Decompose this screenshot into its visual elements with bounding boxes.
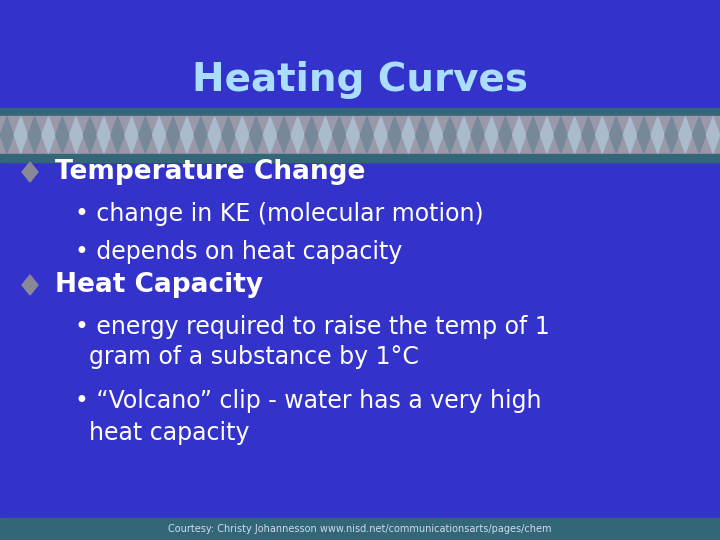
Polygon shape: [513, 117, 526, 153]
Polygon shape: [153, 117, 166, 153]
Polygon shape: [471, 117, 485, 153]
Text: • change in KE (molecular motion): • change in KE (molecular motion): [75, 202, 484, 226]
Text: Heating Curves: Heating Curves: [192, 61, 528, 99]
Polygon shape: [665, 117, 678, 153]
Polygon shape: [346, 117, 360, 153]
Polygon shape: [637, 117, 650, 153]
Text: gram of a substance by 1°C: gram of a substance by 1°C: [89, 345, 419, 369]
Polygon shape: [624, 117, 636, 153]
Polygon shape: [235, 117, 249, 153]
Polygon shape: [679, 117, 692, 153]
Polygon shape: [444, 117, 456, 153]
Polygon shape: [388, 117, 401, 153]
Polygon shape: [70, 117, 83, 153]
Polygon shape: [166, 117, 180, 153]
Polygon shape: [499, 117, 512, 153]
Polygon shape: [22, 162, 38, 182]
Polygon shape: [194, 117, 207, 153]
Polygon shape: [55, 117, 69, 153]
Text: heat capacity: heat capacity: [89, 421, 250, 445]
Polygon shape: [651, 117, 665, 153]
Polygon shape: [706, 117, 720, 153]
Polygon shape: [139, 117, 152, 153]
Bar: [0, 154, 720, 162]
Text: • energy required to raise the temp of 1: • energy required to raise the temp of 1: [75, 315, 550, 339]
Polygon shape: [14, 117, 27, 153]
Polygon shape: [526, 117, 540, 153]
Text: • “Volcano” clip - water has a very high: • “Volcano” clip - water has a very high: [75, 389, 541, 413]
Text: Temperature Change: Temperature Change: [55, 159, 365, 185]
Polygon shape: [430, 117, 443, 153]
Polygon shape: [84, 117, 96, 153]
Polygon shape: [582, 117, 595, 153]
Bar: [0, 518, 720, 540]
Polygon shape: [97, 117, 110, 153]
Polygon shape: [540, 117, 554, 153]
Polygon shape: [402, 117, 415, 153]
Polygon shape: [264, 117, 276, 153]
Polygon shape: [250, 117, 263, 153]
Bar: [0, 116, 720, 154]
Polygon shape: [125, 117, 138, 153]
Polygon shape: [291, 117, 305, 153]
Polygon shape: [554, 117, 567, 153]
Polygon shape: [693, 117, 706, 153]
Polygon shape: [595, 117, 609, 153]
Polygon shape: [28, 117, 41, 153]
Polygon shape: [111, 117, 125, 153]
Polygon shape: [457, 117, 470, 153]
Polygon shape: [374, 117, 387, 153]
Polygon shape: [42, 117, 55, 153]
Text: • depends on heat capacity: • depends on heat capacity: [75, 240, 402, 264]
Polygon shape: [333, 117, 346, 153]
Text: Heat Capacity: Heat Capacity: [55, 272, 263, 298]
Polygon shape: [180, 117, 194, 153]
Polygon shape: [360, 117, 374, 153]
Polygon shape: [222, 117, 235, 153]
Polygon shape: [22, 275, 38, 295]
Polygon shape: [277, 117, 290, 153]
Polygon shape: [0, 117, 14, 153]
Bar: [0, 108, 720, 116]
Polygon shape: [485, 117, 498, 153]
Polygon shape: [305, 117, 318, 153]
Polygon shape: [319, 117, 332, 153]
Text: Courtesy: Christy Johannesson www.nisd.net/communicationsarts/pages/chem: Courtesy: Christy Johannesson www.nisd.n…: [168, 524, 552, 534]
Polygon shape: [568, 117, 581, 153]
Polygon shape: [610, 117, 623, 153]
Polygon shape: [208, 117, 221, 153]
Polygon shape: [415, 117, 429, 153]
